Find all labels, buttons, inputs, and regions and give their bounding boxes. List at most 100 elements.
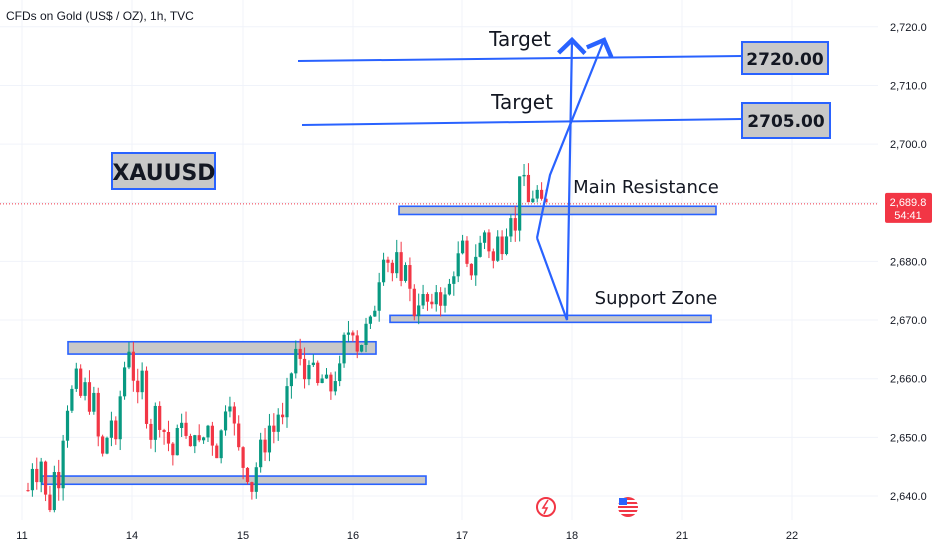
candle-body [109,420,114,438]
candle-body [61,440,65,489]
candle-body [215,445,219,459]
ticker-label-box[interactable]: XAUUSD [111,152,216,190]
price-tick-label: 2,700.0 [890,139,927,151]
candle-body [338,363,342,382]
candle-body [92,392,96,412]
candle-body [351,332,355,336]
candle-body [223,411,228,431]
earnings-flash-icon[interactable] [536,497,556,517]
candle-body [408,265,412,289]
candle-body [307,365,311,380]
price-tick-label: 2,650.0 [890,432,927,444]
candle-body [535,189,539,199]
candle-body [171,443,175,456]
main-resistance-label: Main Resistance [573,177,719,198]
candle-body [140,370,144,393]
candle-body [228,406,232,412]
price-scale[interactable]: 2,640.02,650.02,660.02,670.02,680.02,690… [890,22,927,503]
candle-body [153,405,157,440]
us-flag-icon[interactable] [618,497,638,517]
candle-body [491,251,495,261]
candle-body [456,253,460,277]
candle-body [131,351,135,381]
target-price-box-2[interactable]: 2705.00 [741,102,831,139]
candle-body [57,472,61,489]
price-tick-label: 2,660.0 [890,374,927,386]
time-tick-label: 15 [237,530,249,542]
candle-body [158,405,162,430]
target-line-2705[interactable] [301,118,743,126]
zone-upper-left-range[interactable] [67,340,377,355]
support-zone-label: Support Zone [595,288,718,309]
candle-body [425,294,430,302]
candle-body [237,423,241,448]
candle-body [43,461,48,495]
ticker-label-text: XAUUSD [112,161,215,186]
target-label-1: Target [488,27,551,51]
candle-body [443,294,447,306]
candle-body [35,468,39,483]
time-tick-label: 14 [126,530,138,542]
price-tick-label: 2,640.0 [890,491,927,503]
candle-body [452,276,456,284]
candle-body [421,294,425,306]
candle-body [329,374,333,392]
zone-support-zone[interactable] [389,314,712,324]
candle-body [526,174,531,203]
candle-body [254,467,258,492]
candle-body [302,358,307,380]
candle-body [52,472,56,511]
target-line-2720[interactable] [297,55,743,62]
candle-body [333,381,337,392]
zone-main-resistance[interactable] [398,205,717,216]
bar-countdown: 54:41 [894,210,922,222]
candle-body [531,198,535,203]
candle-body [403,265,408,281]
candle-body [460,240,465,254]
target-price-box-1[interactable]: 2720.00 [741,41,829,75]
candle-body [355,335,359,352]
candle-body [210,425,214,446]
candle-body [70,388,74,411]
candle-body [96,392,100,437]
chart-grid [0,0,878,520]
candle-body [439,292,443,306]
candle-body [245,467,250,483]
price-tick-label: 2,710.0 [890,80,927,92]
time-scale[interactable]: 11 14 15 16 17 18 21 22 [16,530,798,542]
candle-body [430,301,434,305]
zone-lower-range[interactable] [41,475,427,486]
candle-body [399,252,403,281]
candle-body [289,373,293,387]
candle-body [232,406,236,424]
candle-body [294,348,298,374]
target-price-2-text: 2705.00 [747,112,825,132]
time-tick-label: 18 [566,530,578,542]
projection-path-2[interactable] [535,37,614,239]
time-tick-label: 11 [16,530,27,542]
time-tick-label: 17 [456,530,468,542]
candle-body [39,461,43,483]
candle-body [500,236,504,255]
candle-body [48,494,52,511]
candle-body [469,263,473,276]
candle-body [474,256,478,276]
candle-body [127,351,131,368]
last-price-badge: 2,689.8 54:41 [885,192,932,223]
projection-path-1[interactable] [535,36,587,321]
candle-body [518,176,522,231]
candle-body [364,323,368,346]
target-price-1-text: 2720.00 [746,50,824,70]
candle-body [184,422,188,436]
candle-body [193,435,197,447]
candle-body [381,259,386,283]
candle-body [447,283,452,295]
candle-body [175,427,179,456]
candle-body [496,236,500,261]
candle-body [263,439,267,453]
candle-body [386,259,390,263]
candle-body [267,425,272,453]
candle-body [206,425,210,438]
zone-boxes[interactable] [41,205,717,486]
